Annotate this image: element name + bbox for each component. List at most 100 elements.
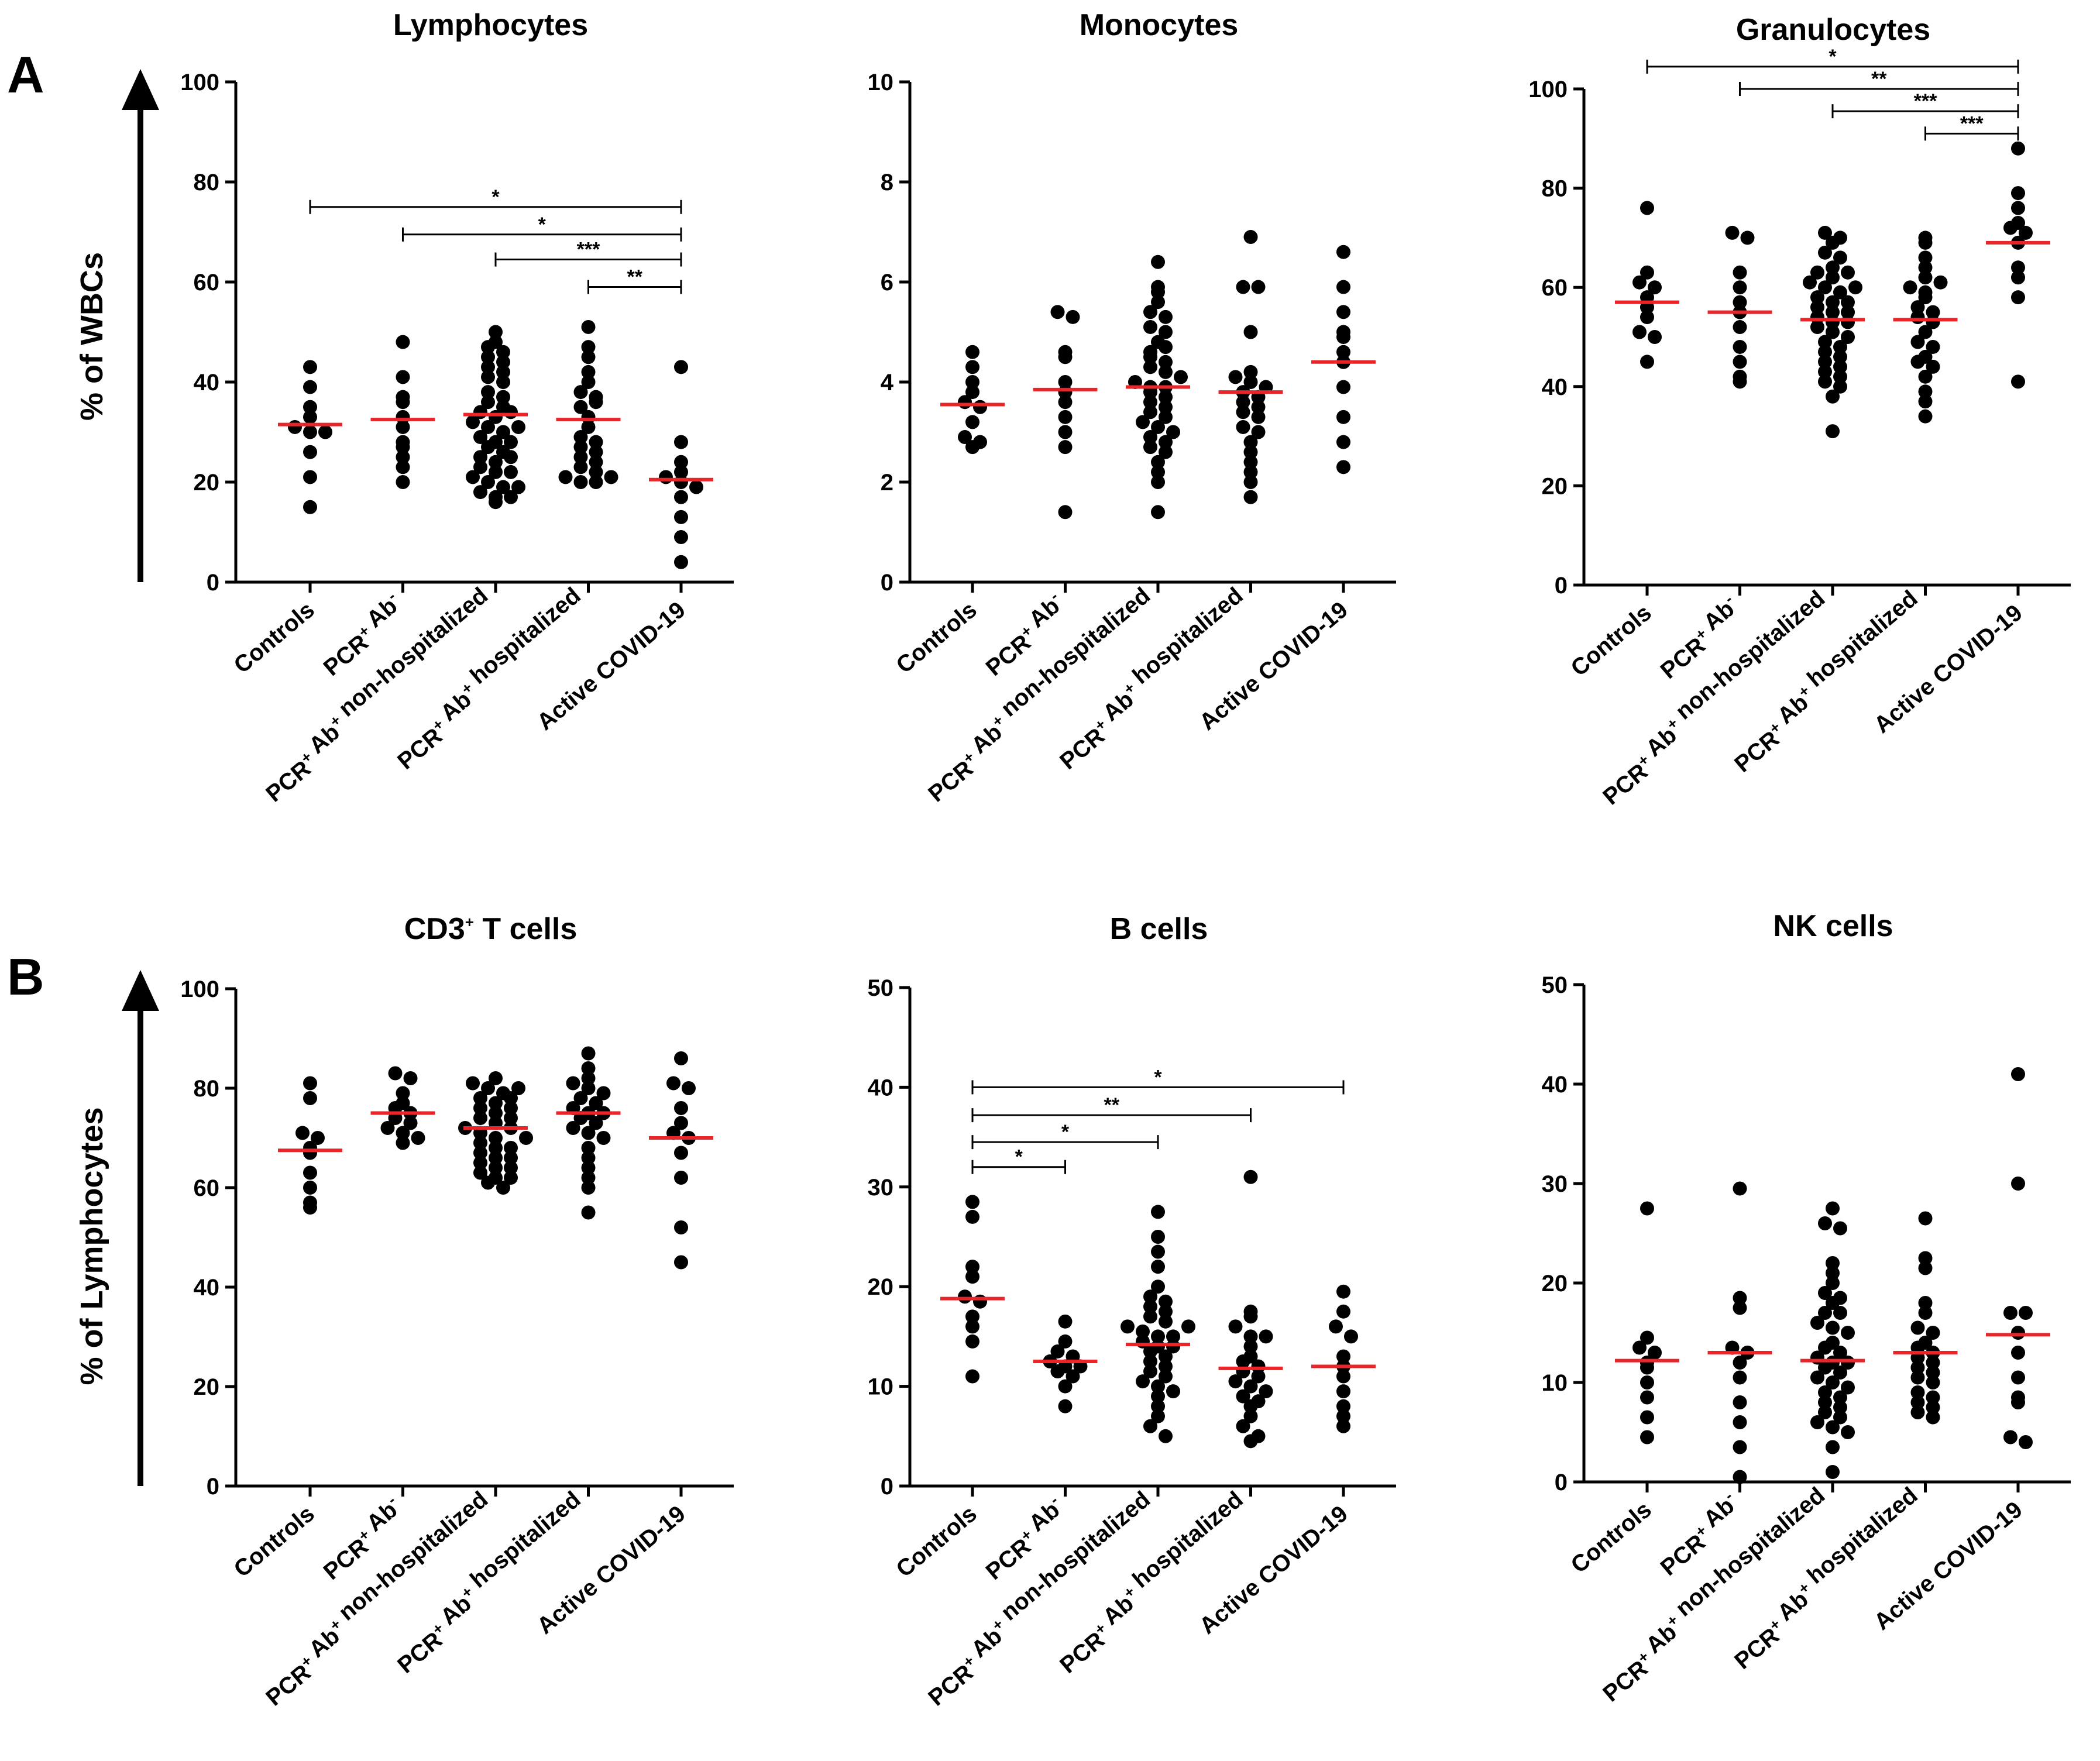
data-point: [1918, 1211, 1933, 1226]
data-point: [466, 470, 480, 484]
data-point: [1833, 285, 1847, 300]
x-tick-label: Controls: [1566, 600, 1656, 681]
data-point: [1251, 1394, 1266, 1409]
data-point: [396, 450, 410, 465]
significance-label: ***: [1914, 90, 1937, 112]
data-point: [589, 455, 603, 469]
data-point: [1733, 1395, 1747, 1409]
data-point: [2011, 260, 2025, 275]
data-point: [1159, 1314, 1173, 1329]
data-point: [2011, 201, 2025, 215]
data-point: [1243, 1304, 1258, 1319]
data-point: [466, 415, 480, 429]
data-point: [674, 490, 688, 504]
data-point: [1926, 1390, 1940, 1405]
data-point: [1918, 1251, 1933, 1265]
data-point: [581, 1205, 596, 1220]
data-point: [1933, 275, 1948, 290]
data-point: [581, 1151, 596, 1165]
data-point: [596, 1086, 611, 1100]
data-point: [1733, 265, 1747, 280]
data-point: [396, 1126, 410, 1140]
y-tick-label: 60: [194, 1175, 220, 1201]
data-point: [396, 1136, 410, 1150]
data-point: [1236, 395, 1250, 410]
data-point: [303, 445, 317, 459]
data-point: [1826, 1320, 1840, 1335]
data-point: [411, 1131, 425, 1145]
data-point: [1648, 330, 1662, 344]
data-point: [1640, 1410, 1654, 1425]
data-point: [958, 430, 972, 445]
data-point: [396, 1086, 410, 1100]
y-tick-label: 100: [1528, 77, 1568, 102]
data-point: [1818, 374, 1832, 389]
data-point: [1143, 345, 1157, 359]
data-point: [473, 450, 487, 465]
data-point: [496, 425, 510, 439]
data-point: [473, 1136, 487, 1150]
data-point: [1833, 349, 1847, 364]
data-point: [581, 1141, 596, 1155]
data-point: [473, 1165, 487, 1180]
data-point: [1143, 440, 1157, 455]
x-tick-label: Controls: [892, 1501, 982, 1582]
y-tick-label: 100: [180, 70, 219, 95]
data-point: [1159, 410, 1173, 424]
row-b-arrow: [122, 970, 159, 1486]
significance-label: *: [1061, 1121, 1070, 1143]
data-point: [1143, 395, 1157, 410]
data-point: [674, 455, 688, 469]
y-tick-label: 4: [881, 370, 894, 395]
data-point: [496, 1181, 510, 1195]
data-point: [581, 375, 596, 389]
data-point: [473, 1155, 487, 1170]
data-point: [1926, 305, 1940, 319]
data-point: [519, 1131, 533, 1145]
data-point: [1818, 355, 1832, 369]
data-point: [396, 435, 410, 449]
significance-bracket: *: [971, 1066, 1345, 1095]
data-point: [965, 1309, 979, 1324]
data-point: [1733, 1301, 1747, 1315]
significance-label: *: [1015, 1146, 1023, 1168]
data-point: [674, 1146, 688, 1160]
data-point: [496, 445, 510, 459]
data-point: [566, 1076, 580, 1091]
data-point: [496, 375, 510, 389]
y-tick-label: 0: [207, 570, 219, 596]
y-tick-label: 8: [881, 170, 893, 195]
y-tick-label: 100: [180, 976, 219, 1002]
data-point: [1725, 225, 1740, 240]
y-tick-label: 40: [194, 1275, 220, 1301]
data-point: [303, 470, 317, 484]
data-point: [1640, 265, 1654, 280]
data-point: [1236, 419, 1250, 434]
data-point: [589, 475, 603, 489]
data-point: [1833, 339, 1847, 354]
data-point: [581, 319, 596, 334]
data-point: [1336, 280, 1350, 294]
data-point: [1159, 1294, 1173, 1309]
data-point: [1640, 355, 1654, 369]
chart-title: Monocytes: [1080, 8, 1239, 42]
chart-title: Lymphocytes: [393, 8, 588, 42]
data-point: [1058, 1379, 1073, 1394]
data-point: [1918, 1296, 1933, 1310]
data-point: [1826, 270, 1840, 285]
significance-bracket: *: [309, 186, 682, 214]
data-point: [1826, 1256, 1840, 1270]
panel-label-b: B: [7, 948, 44, 1006]
data-point: [1632, 325, 1647, 339]
data-point: [1648, 1346, 1662, 1360]
data-point: [1648, 280, 1662, 295]
data-point: [973, 435, 987, 449]
data-point: [504, 465, 518, 479]
data-point: [504, 1151, 518, 1165]
data-point: [311, 1131, 325, 1145]
data-point: [511, 480, 525, 494]
data-point: [1066, 309, 1080, 324]
data-point: [481, 395, 495, 410]
